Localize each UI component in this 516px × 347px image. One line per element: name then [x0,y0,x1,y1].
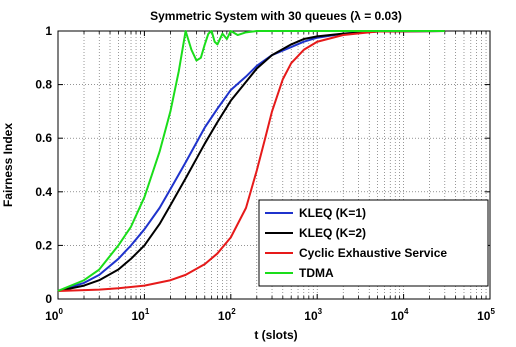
legend-label: KLEQ (K=1) [299,206,366,220]
series-line-tdma [57,30,445,292]
y-tick-label: 0.8 [35,78,52,92]
series-lines [57,30,445,292]
x-tick-label: 105 [477,307,495,323]
x-axis-title: t (slots) [254,328,297,342]
series-line-cyclic-exhaustive-service [57,30,445,292]
legend-box [258,199,489,287]
y-axis-title: Fairness Index [1,123,15,207]
chart-title: Symmetric System with 30 queues (λ = 0.0… [150,9,402,23]
x-tick-label: 100 [45,307,63,323]
x-tick-label: 102 [218,307,236,323]
y-tick-label: 0.4 [35,185,52,199]
series-line-kleq-k-1 [57,30,445,292]
x-tick-label: 101 [131,307,149,323]
y-tick-label: 0 [45,292,52,306]
legend-label: Cyclic Exhaustive Service [299,246,447,260]
series-line-kleq-k-2 [57,30,445,292]
y-tick-label: 0.2 [35,238,52,252]
legend-label: KLEQ (K=2) [299,226,366,240]
y-tick-label: 1 [45,24,52,38]
y-tick-label: 0.6 [35,131,52,145]
legend: KLEQ (K=1) KLEQ (K=2) Cyclic Exhaustive Se… [258,199,489,287]
x-tick-label: 104 [391,307,409,323]
x-tick-label: 103 [304,307,322,323]
axis-ticks: 100 101 102 103 104 105 0 0.2 0.4 0.6 0.8 1 [35,24,495,323]
legend-label: TDMA [299,266,334,280]
